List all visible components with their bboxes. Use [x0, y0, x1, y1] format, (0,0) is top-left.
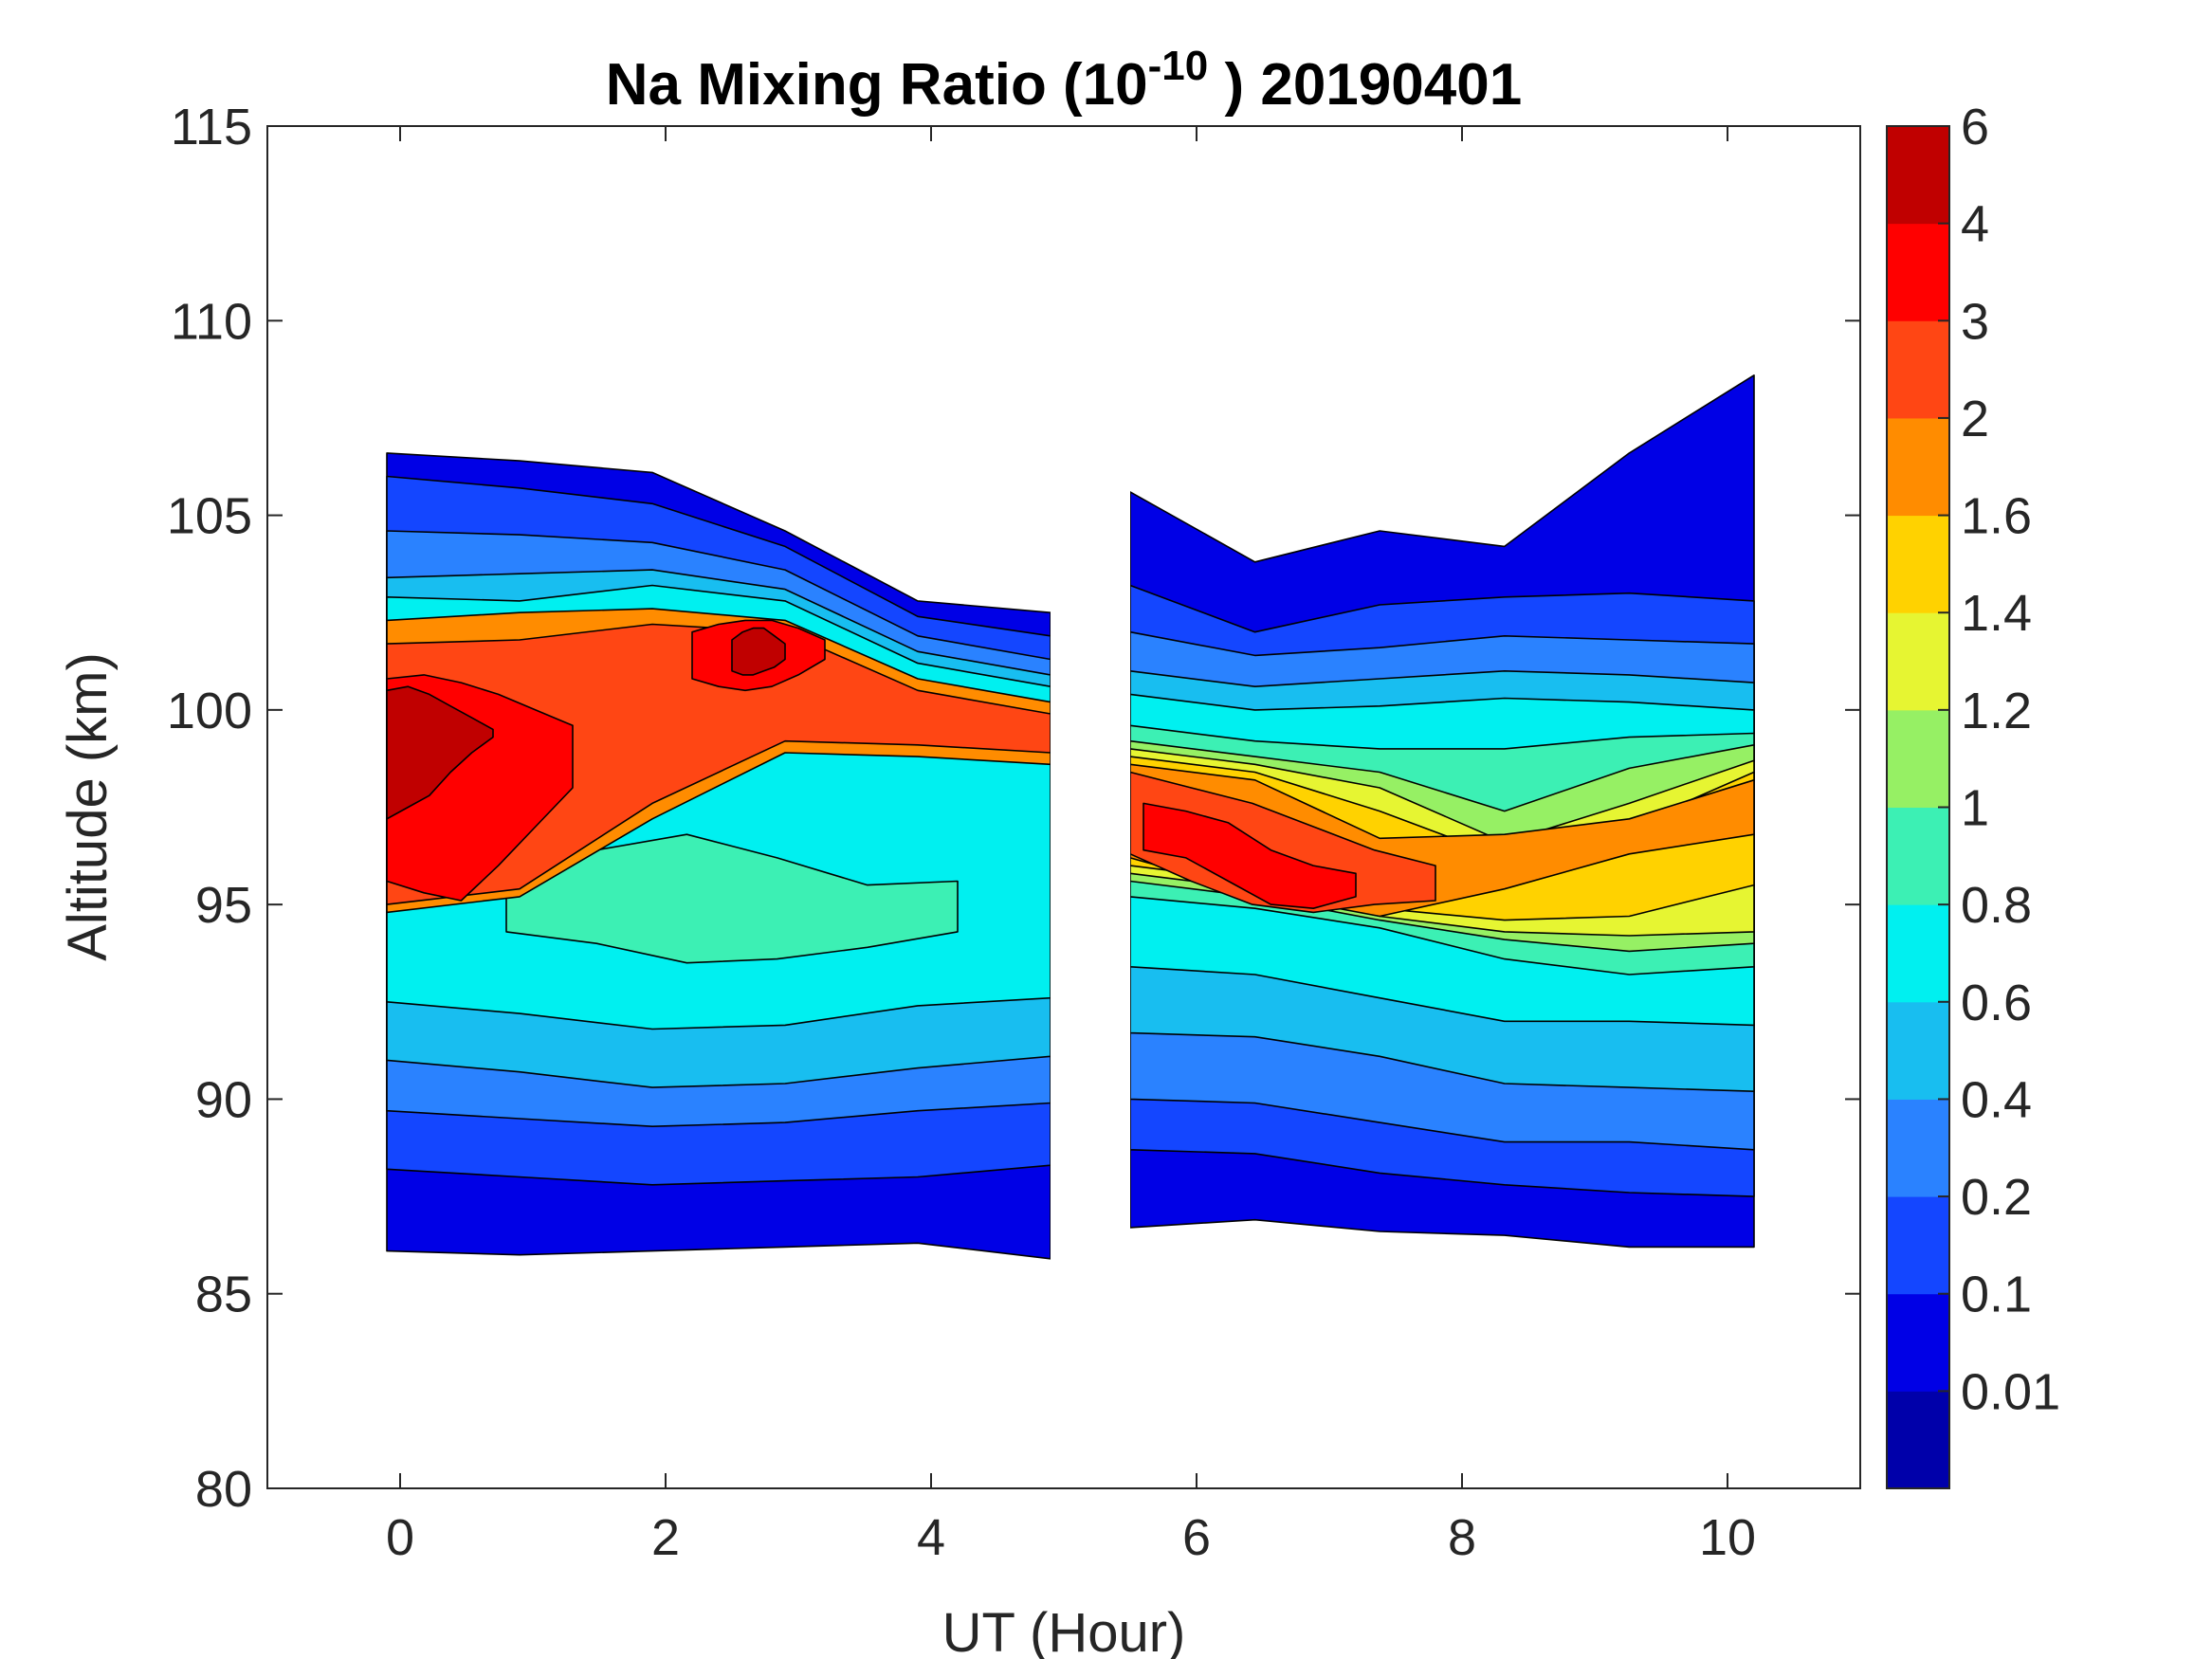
colorbar-label: 1 — [1961, 780, 1989, 837]
colorbar-swatch — [1887, 612, 1949, 711]
colorbar-label: 2 — [1961, 391, 1989, 447]
colorbar-label: 1.4 — [1961, 585, 2032, 642]
y-tick-label: 90 — [195, 1071, 252, 1128]
chart-title-suffix: ) 20190401 — [1208, 52, 1522, 118]
y-tick-label: 80 — [195, 1461, 252, 1518]
x-tick-label: 10 — [1699, 1509, 1756, 1566]
y-tick-label: 110 — [171, 293, 252, 350]
x-axis-ticks: 0 2 4 6 8 10 — [386, 126, 1756, 1566]
colorbar-label: 0.6 — [1961, 975, 2032, 1031]
contour-layer — [386, 127, 1755, 1487]
colorbar-label: 0.01 — [1961, 1363, 2060, 1420]
colorbar-label: 6 — [1961, 99, 1989, 155]
contour-band-6-0 — [386, 685, 494, 820]
colorbar: 0.01 0.1 0.2 0.4 0.6 0.8 1 1.2 1.4 1.6 2 3 4 6 — [1886, 99, 2060, 1489]
y-tick-label: 115 — [171, 99, 252, 155]
contour-band-3-1 — [1129, 771, 1436, 914]
colorbar-swatch — [1887, 223, 1949, 321]
data-gap — [1051, 127, 1130, 1487]
x-axis-label: UT (Hour) — [942, 1602, 1186, 1659]
contour-band-6-1 — [731, 627, 786, 676]
colorbar-swatch — [1887, 515, 1949, 613]
x-tick-label: 4 — [917, 1509, 945, 1566]
colorbar-swatch — [1887, 807, 1949, 905]
colorbar-swatch — [1887, 709, 1949, 808]
colorbar-swatch — [1887, 320, 1949, 419]
x-tick-label: 8 — [1448, 1509, 1476, 1566]
y-tick-label: 100 — [167, 683, 252, 739]
x-tick-label: 2 — [651, 1509, 680, 1566]
y-axis-ticks: 80 85 90 95 100 105 110 115 — [167, 99, 1860, 1518]
plot-frame — [266, 125, 1861, 1489]
colorbar-label: 0.8 — [1961, 877, 2032, 934]
contour-band-4-2 — [1143, 802, 1357, 909]
colorbar-label: 4 — [1961, 196, 1989, 253]
contour-band-1-0 — [505, 818, 959, 964]
x-tick-label: 6 — [1182, 1509, 1211, 1566]
colorbar-swatch — [1887, 1391, 1949, 1489]
colorbar-label: 0.2 — [1961, 1169, 2032, 1226]
colorbar-label: 0.1 — [1961, 1267, 2032, 1323]
y-tick-label: 85 — [195, 1267, 252, 1323]
colorbar-swatch — [1887, 1196, 1949, 1295]
colorbar-swatch — [1887, 1293, 1949, 1392]
x-tick-label: 0 — [386, 1509, 414, 1566]
colorbar-label: 0.4 — [1961, 1071, 2032, 1128]
colorbar-swatch — [1887, 1099, 1949, 1197]
chart-title: Na Mixing Ratio (10-10 ) 20190401 — [606, 43, 1522, 118]
chart-title-prefix: Na Mixing Ratio (10 — [606, 52, 1148, 118]
colorbar-swatch — [1887, 1001, 1949, 1100]
y-axis-label: Altitude (km) — [57, 652, 119, 961]
colorbar-swatch — [1887, 126, 1949, 225]
y-tick-label: 95 — [195, 877, 252, 934]
y-tick-label: 105 — [167, 488, 252, 545]
colorbar-label: 1.6 — [1961, 488, 2032, 545]
colorbar-label: 1.2 — [1961, 683, 2032, 739]
colorbar-swatch — [1887, 417, 1949, 517]
colorbar-swatch — [1887, 904, 1949, 1003]
colorbar-label: 3 — [1961, 293, 1989, 350]
chart-title-exponent: -10 — [1148, 43, 1209, 89]
